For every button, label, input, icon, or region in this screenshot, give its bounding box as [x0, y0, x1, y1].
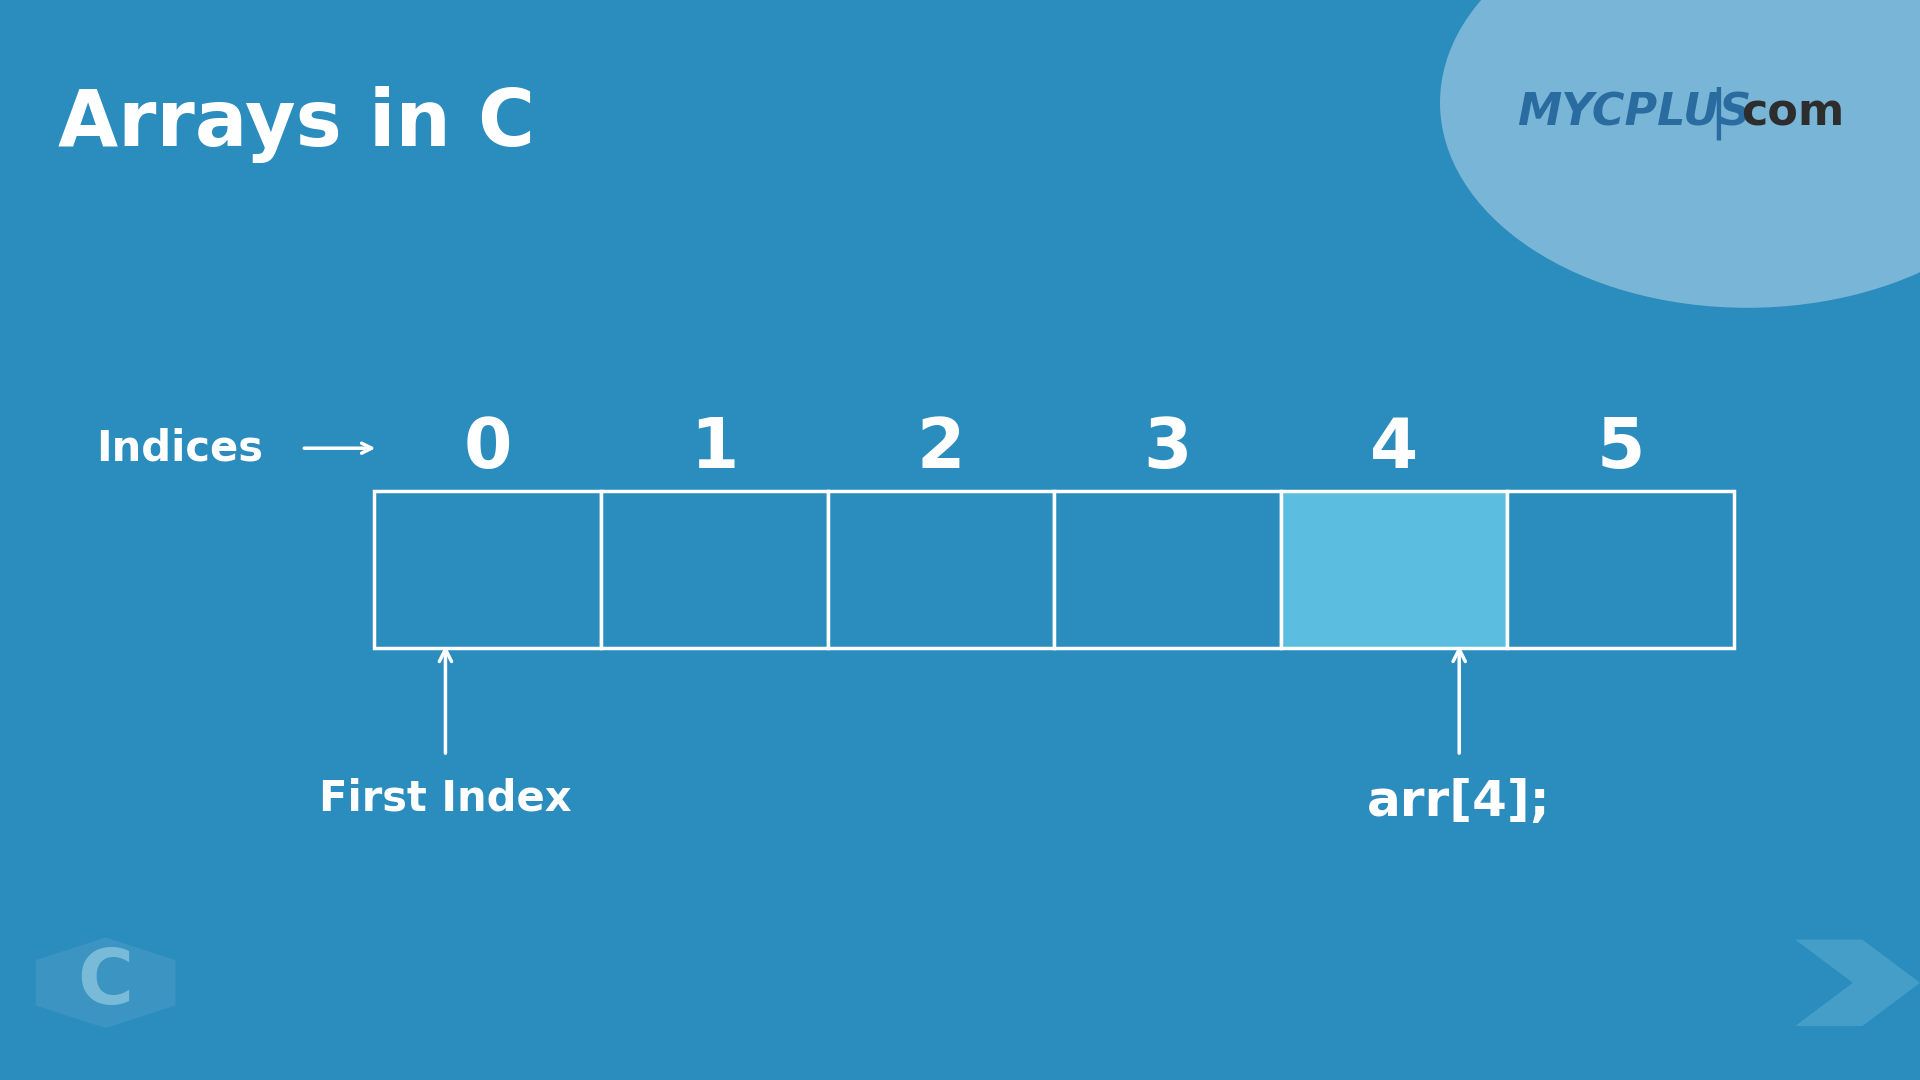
Text: Indices: Indices	[96, 428, 263, 469]
Text: 1: 1	[689, 415, 739, 482]
Polygon shape	[1795, 940, 1920, 1026]
Text: First Index: First Index	[319, 778, 572, 820]
Bar	[1281, 491, 1507, 648]
Text: Arrays in C: Arrays in C	[58, 85, 534, 163]
Text: 3: 3	[1142, 415, 1192, 482]
Text: 0: 0	[463, 415, 513, 482]
Polygon shape	[36, 937, 175, 1028]
Bar	[1054, 491, 1281, 648]
Bar	[374, 491, 601, 648]
Text: 2: 2	[916, 415, 966, 482]
Text: 5: 5	[1596, 415, 1645, 482]
Text: MYCPLUS: MYCPLUS	[1517, 92, 1751, 135]
Text: arr[4];: arr[4];	[1367, 778, 1551, 825]
Text: C: C	[77, 946, 134, 1020]
Ellipse shape	[1440, 0, 1920, 308]
Text: |: |	[1709, 86, 1728, 140]
Text: com: com	[1741, 92, 1845, 135]
Bar	[1507, 491, 1734, 648]
Bar	[828, 491, 1054, 648]
Text: 4: 4	[1369, 415, 1419, 482]
Bar	[601, 491, 828, 648]
